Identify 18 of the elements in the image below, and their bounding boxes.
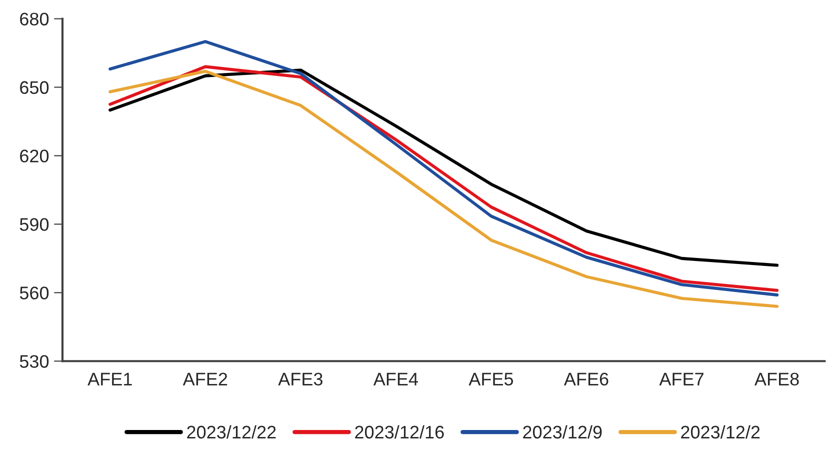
y-tick-label: 560 xyxy=(20,286,49,300)
x-tick-label: AFE6 xyxy=(564,372,608,386)
x-tick-label: AFE3 xyxy=(278,372,322,386)
y-tick-label: 620 xyxy=(20,150,49,162)
y-tick-label: 650 xyxy=(20,81,49,94)
x-tick-label: AFE2 xyxy=(182,372,228,386)
y-tick-label: 530 xyxy=(20,355,49,368)
legend-label: 2023/12/22 xyxy=(187,425,276,439)
legend-label: 2023/12/2 xyxy=(681,425,760,439)
x-tick-label: AFE1 xyxy=(88,372,132,386)
x-tick-label: AFE4 xyxy=(373,372,418,386)
x-tick-label: AFE8 xyxy=(754,372,799,386)
x-tick-label: AFE5 xyxy=(468,372,514,386)
legend-label: 2023/12/9 xyxy=(523,425,602,439)
legend-label: 2023/12/16 xyxy=(355,425,444,439)
y-tick-label: 680 xyxy=(20,12,49,26)
x-tick-label: AFE7 xyxy=(659,372,704,386)
y-tick-label: 590 xyxy=(20,218,49,231)
